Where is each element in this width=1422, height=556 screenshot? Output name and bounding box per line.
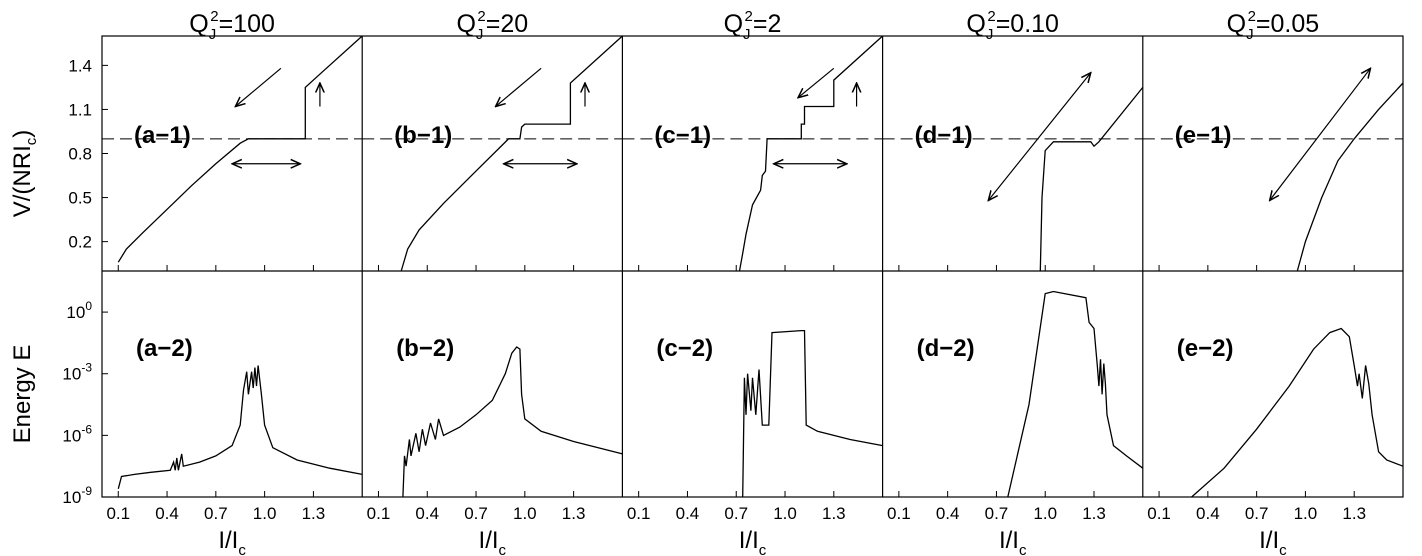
x-tick-label: 0.7 (1245, 504, 1269, 523)
y-tick-label: 10-3 (62, 361, 92, 384)
column-titles: QJ2=100 QJ2=20 QJ2=2 QJ2=0.10 QJ2=0.05 (189, 8, 1319, 43)
x-tick-label: 0.1 (106, 504, 130, 523)
voltage-curve (117, 35, 363, 263)
x-tick-label: 1.0 (253, 504, 277, 523)
panel-label-top: (e−1) (1175, 122, 1232, 149)
voltage-curve (738, 35, 884, 272)
x-tick-label: 0.4 (936, 504, 960, 523)
plot-frame (101, 35, 1404, 498)
energy-curve (1007, 290, 1144, 498)
x-axis-label: I/Ic (739, 527, 767, 556)
x-axes: 0.1 0.4 0.7 1.0 1.3 I/Ic 0.1 0.4 0.7 1.0 1.3 I/Ic 0.… (106, 265, 1366, 556)
x-tick-label: 1.0 (1294, 504, 1318, 523)
y-tick-label: 1.1 (68, 100, 92, 119)
panel-label-top: (b−1) (394, 122, 452, 149)
y-tick-label: 10-6 (62, 422, 92, 445)
column-title: QJ2=0.10 (966, 8, 1059, 43)
panel-label-bottom: (b−2) (396, 335, 454, 362)
panels: (a−1) (a−2) (b−1) (b−2) (c−1) (c−2) (d−1) (d−2)… (101, 35, 1404, 498)
x-tick-label: 0.7 (985, 504, 1009, 523)
y-tick-label: 1.4 (68, 56, 92, 75)
y-tick-label: 10-9 (62, 484, 92, 507)
panel-label-bottom: (a−2) (136, 335, 193, 362)
x-tick-label: 0.7 (204, 504, 228, 523)
column-title: QJ2=100 (189, 8, 275, 43)
x-tick-label: 1.0 (773, 504, 797, 523)
sweep-arrow (1270, 68, 1371, 200)
panel-label-top: (d−1) (915, 122, 973, 149)
x-axis-label: I/Ic (218, 527, 246, 556)
x-axis-label: I/Ic (479, 527, 507, 556)
x-tick-label: 1.3 (302, 504, 326, 523)
panel-label-bottom: (e−2) (1177, 335, 1234, 362)
energy-curve (117, 365, 363, 489)
x-tick-label: 1.3 (1342, 504, 1366, 523)
x-tick-label: 0.4 (676, 504, 700, 523)
y-tick-label: 100 (66, 299, 92, 322)
x-tick-label: 0.1 (627, 504, 651, 523)
panel-label-top: (a−1) (134, 122, 191, 149)
y-axes: 0.2 0.5 0.8 1.1 1.4 10-9 10-6 10-3 100 V/(NRIc) En… (9, 56, 108, 507)
x-tick-label: 0.4 (1196, 504, 1220, 523)
column-title: QJ2=2 (724, 8, 782, 43)
x-tick-label: 1.3 (562, 504, 586, 523)
x-tick-label: 0.4 (415, 504, 439, 523)
panel-label-bottom: (c−2) (656, 335, 713, 362)
sweep-arrow (235, 67, 282, 106)
column-title: QJ2=20 (456, 8, 528, 43)
y-axis-label-bottom: Energy E (9, 345, 36, 444)
y-tick-label: 0.8 (68, 145, 92, 164)
sweep-arrow (496, 67, 542, 106)
x-tick-label: 0.4 (155, 504, 179, 523)
x-axis-label: I/Ic (1259, 527, 1287, 556)
y-tick-label: 0.5 (68, 189, 92, 208)
energy-curve (1191, 327, 1404, 498)
y-axis-label-top: V/(NRIc) (9, 130, 40, 218)
voltage-curve (400, 35, 623, 272)
sweep-arrow (798, 67, 835, 97)
panel-label-bottom: (d−2) (917, 335, 975, 362)
x-tick-label: 1.0 (513, 504, 537, 523)
x-tick-label: 0.1 (1147, 504, 1171, 523)
x-tick-label: 0.1 (887, 504, 911, 523)
x-tick-label: 0.7 (464, 504, 488, 523)
x-tick-label: 1.3 (822, 504, 846, 523)
x-tick-label: 1.3 (1082, 504, 1106, 523)
x-tick-label: 0.7 (724, 504, 748, 523)
x-tick-label: 0.1 (367, 504, 391, 523)
energy-curve (402, 346, 623, 498)
energy-curve (742, 329, 883, 498)
x-axis-label: I/Ic (999, 527, 1027, 556)
voltage-curve (1039, 86, 1144, 272)
column-title: QJ2=0.05 (1227, 8, 1320, 43)
sweep-arrow (988, 73, 1090, 201)
y-tick-label: 0.2 (68, 233, 92, 252)
x-tick-label: 1.0 (1033, 504, 1057, 523)
voltage-curve (1296, 82, 1404, 272)
panel-label-top: (c−1) (654, 122, 711, 149)
